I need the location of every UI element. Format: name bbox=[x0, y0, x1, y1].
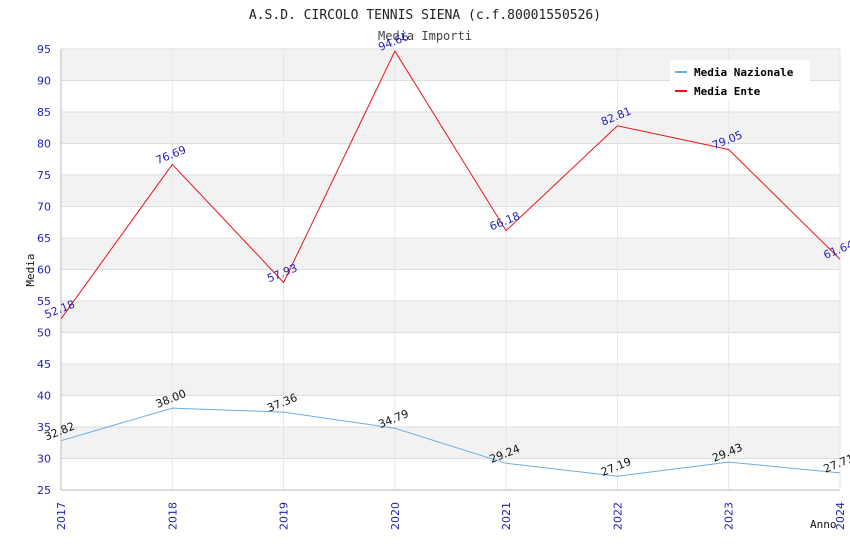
grid-band bbox=[61, 112, 840, 144]
x-tick-label: 2018 bbox=[166, 502, 179, 530]
y-tick-label: 50 bbox=[37, 327, 51, 340]
x-tick-label: 2024 bbox=[834, 502, 847, 530]
grid-band bbox=[61, 427, 840, 459]
chart-title: A.S.D. CIRCOLO TENNIS SIENA (c.f.8000155… bbox=[249, 8, 601, 23]
y-tick-labels: 25 30 35 40 45 50 55 60 65 70 75 80 85 90 95 bbox=[37, 43, 51, 497]
y-tick-label: 60 bbox=[37, 264, 51, 277]
y-tick-label: 40 bbox=[37, 390, 51, 403]
x-tick-labels: 2017 2018 2019 2020 2021 2022 2023 2024 bbox=[55, 502, 847, 530]
x-tick-label: 2023 bbox=[723, 502, 736, 530]
series-lines bbox=[60, 50, 841, 477]
x-tick-label: 2019 bbox=[278, 502, 291, 530]
y-tick-label: 45 bbox=[37, 358, 51, 371]
y-tick-label: 85 bbox=[37, 106, 51, 119]
legend-label: Media Ente bbox=[694, 85, 761, 98]
grid-bands bbox=[61, 49, 840, 459]
y-tick-label: 65 bbox=[37, 232, 51, 245]
y-tick-label: 30 bbox=[37, 453, 51, 466]
y-tick-label: 90 bbox=[37, 75, 51, 88]
y-tick-label: 70 bbox=[37, 201, 51, 214]
legend: Media Nazionale Media Ente bbox=[670, 60, 810, 100]
legend-box bbox=[670, 60, 810, 100]
y-tick-label: 25 bbox=[37, 484, 51, 497]
grid-band bbox=[61, 301, 840, 333]
x-tick-label: 2021 bbox=[500, 502, 513, 530]
y-tick-label: 75 bbox=[37, 169, 51, 182]
axes bbox=[60, 49, 840, 491]
y-axis-title: Media bbox=[24, 253, 37, 286]
grid-band bbox=[61, 175, 840, 207]
y-tick-label: 55 bbox=[37, 295, 51, 308]
series-line bbox=[60, 50, 841, 320]
chart-subtitle: Media Importi bbox=[378, 29, 472, 43]
data-label: 66.18 bbox=[488, 209, 522, 233]
y-tick-label: 80 bbox=[37, 138, 51, 151]
x-tick-label: 2017 bbox=[55, 502, 68, 530]
grid-band bbox=[61, 238, 840, 270]
data-label: 76.69 bbox=[154, 143, 188, 167]
series-line bbox=[60, 407, 841, 477]
grid-band bbox=[61, 364, 840, 396]
legend-label: Media Nazionale bbox=[694, 66, 794, 79]
y-tick-label: 35 bbox=[37, 421, 51, 434]
x-tick-label: 2020 bbox=[389, 502, 402, 530]
x-axis-title: Anno bbox=[810, 518, 837, 531]
x-tick-label: 2022 bbox=[611, 502, 624, 530]
y-tick-label: 95 bbox=[37, 43, 51, 56]
